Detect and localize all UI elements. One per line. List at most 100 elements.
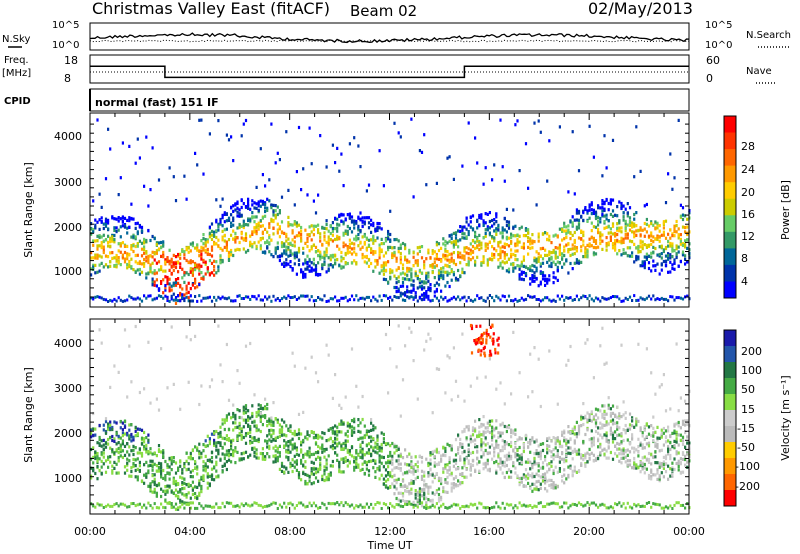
echo-cell — [168, 477, 171, 481]
echo-cell — [474, 136, 477, 140]
echo-cell — [395, 295, 398, 299]
echo-cell — [155, 249, 158, 253]
echo-cell — [552, 298, 555, 302]
echo-cell — [378, 456, 381, 460]
echo-cell — [155, 278, 158, 282]
echo-cell — [675, 244, 678, 248]
echo-cell — [575, 261, 578, 265]
echo-cell — [204, 439, 207, 443]
echo-cell — [384, 278, 388, 282]
echo-cell — [631, 251, 634, 255]
echo-cell — [221, 436, 224, 440]
echo-cell — [196, 465, 199, 469]
echo-cell — [465, 475, 468, 479]
echo-cell — [580, 237, 583, 241]
echo-cell — [264, 184, 267, 188]
echo-cell — [285, 130, 288, 134]
echo-cell — [420, 455, 424, 460]
echo-cell — [586, 211, 589, 215]
echo-cell — [679, 296, 682, 300]
echo-cell — [471, 426, 475, 430]
echo-cell — [138, 451, 141, 455]
echo-cell — [393, 485, 396, 489]
echo-cell — [168, 282, 171, 286]
echo-cell — [319, 257, 322, 261]
echo-cell — [217, 474, 220, 478]
echo-cell — [384, 239, 388, 243]
echo-cell — [236, 206, 239, 210]
echo-cell — [550, 261, 553, 265]
echo-cell — [563, 229, 566, 233]
echo-cell — [454, 503, 458, 507]
echo-cell — [317, 479, 320, 483]
echo-cell — [563, 249, 566, 253]
echo-cell — [236, 294, 239, 298]
echo-cell — [230, 440, 233, 444]
echo-cell — [221, 248, 224, 252]
echo-cell — [136, 244, 139, 248]
echo-cell — [230, 224, 233, 228]
echo-cell — [382, 455, 385, 460]
echo-cell — [304, 267, 307, 271]
echo-cell — [450, 297, 453, 301]
echo-cell — [98, 443, 101, 447]
echo-cell — [102, 233, 105, 237]
echo-cell — [242, 411, 245, 415]
echo-cell — [327, 235, 330, 239]
echo-cell — [238, 421, 241, 425]
echo-cell — [331, 265, 334, 269]
echo-cell — [94, 226, 97, 230]
echo-cell — [512, 299, 515, 303]
echo-cell — [138, 427, 141, 431]
echo-cell — [280, 244, 284, 249]
echo-cell — [164, 260, 167, 264]
echo-cell — [107, 422, 110, 426]
echo-cell — [109, 385, 112, 389]
cbar-swatch — [724, 215, 736, 233]
echo-cell — [107, 234, 110, 238]
echo-cell — [416, 475, 419, 479]
echo-cell — [522, 298, 525, 302]
echo-cell — [370, 247, 373, 251]
echo-cell — [266, 239, 269, 243]
echo-cell — [140, 451, 144, 456]
echo-cell — [102, 455, 105, 459]
echo-cell — [329, 224, 332, 228]
echo-cell — [588, 242, 591, 246]
echo-cell — [179, 464, 182, 468]
echo-cell — [635, 229, 638, 233]
echo-cell — [130, 257, 133, 261]
echo-cell — [253, 230, 256, 234]
echo-cell — [104, 238, 108, 242]
echo-cell — [544, 248, 547, 252]
echo-cell — [189, 261, 192, 265]
echo-cell — [247, 223, 250, 227]
echo-cell — [255, 246, 258, 251]
echo-cell — [539, 247, 542, 251]
echo-cell — [210, 456, 214, 460]
echo-cell — [435, 489, 438, 493]
echo-cell — [486, 258, 489, 262]
echo-cell — [399, 257, 402, 261]
echo-cell — [111, 448, 114, 452]
echo-cell — [533, 264, 536, 268]
echo-cell — [206, 444, 209, 448]
echo-cell — [153, 473, 156, 477]
echo-cell — [111, 256, 114, 260]
echo-cell — [272, 431, 275, 435]
echo-cell — [259, 204, 262, 208]
echo-cell — [289, 241, 292, 245]
echo-cell — [274, 444, 277, 448]
echo-cell — [669, 244, 672, 248]
cbar-swatch — [724, 165, 736, 183]
echo-cell — [138, 464, 141, 468]
echo-cell — [200, 239, 203, 243]
echo-cell — [100, 216, 103, 220]
echo-cell — [423, 493, 426, 497]
echo-cell — [198, 263, 201, 267]
echo-cell — [278, 299, 281, 303]
echo-cell — [255, 202, 258, 206]
echo-cell — [435, 254, 438, 258]
echo-cell — [215, 218, 218, 222]
echo-cell — [259, 219, 262, 223]
